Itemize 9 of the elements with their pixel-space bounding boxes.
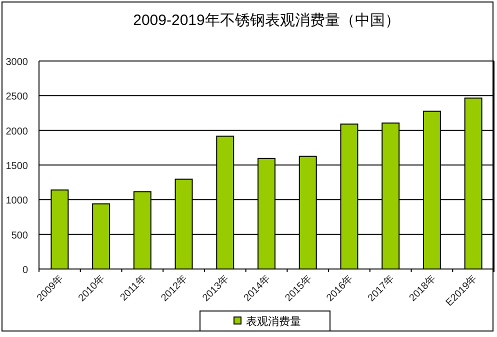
y-tick-label: 2500 (6, 92, 28, 103)
y-tick-label: 1500 (6, 161, 28, 172)
y-tick-label: 0 (22, 265, 28, 276)
y-tick-label: 1000 (6, 196, 28, 207)
legend-label: 表观消费量 (246, 315, 301, 328)
chart-title: 2009-2019年不锈钢表观消费量（中国） (133, 12, 400, 29)
y-tick-label: 3000 (6, 57, 28, 68)
y-tick-label: 500 (11, 230, 28, 242)
y-tick-label: 2000 (6, 126, 28, 138)
